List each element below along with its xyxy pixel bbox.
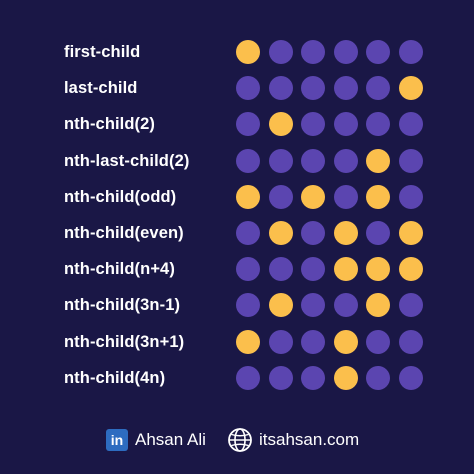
selected-dot: [236, 40, 260, 64]
selected-dot: [236, 184, 260, 209]
dot: [236, 76, 260, 101]
selected-dot: [398, 76, 423, 101]
dot: [268, 40, 293, 64]
dot: [268, 329, 293, 354]
dot: [366, 112, 390, 137]
dot: [236, 365, 260, 390]
selector-row: nth-child(3n-1): [0, 287, 474, 323]
selector-row: nth-child(2): [0, 106, 474, 142]
dot: [268, 184, 293, 209]
selector-label: nth-child(2): [64, 115, 156, 134]
dot-group: [236, 40, 423, 64]
dot-group: [236, 148, 423, 173]
selector-row: nth-child(n+4): [0, 251, 474, 287]
dot: [398, 112, 423, 137]
dot: [236, 112, 260, 137]
dot-group: [236, 293, 423, 318]
dot: [398, 293, 423, 318]
dot: [333, 184, 358, 209]
selected-dot: [268, 221, 293, 245]
footer: in Ahsan Ali itsahsan.com: [0, 424, 474, 456]
linkedin-icon[interactable]: in: [106, 429, 128, 451]
selected-dot: [366, 148, 390, 173]
selector-label: last-child: [64, 79, 138, 98]
dot: [301, 257, 325, 282]
selected-dot: [268, 112, 293, 137]
dot-group: [236, 184, 423, 209]
dot-group: [236, 221, 423, 245]
selected-dot: [366, 293, 390, 318]
selector-label: nth-child(odd): [64, 187, 177, 206]
dot: [268, 257, 293, 282]
selector-row: first-child: [0, 34, 474, 70]
selector-row: nth-child(even): [0, 215, 474, 251]
dot: [398, 40, 423, 64]
dot: [398, 365, 423, 390]
selector-label: nth-child(even): [64, 224, 184, 242]
dot: [333, 112, 358, 137]
dot: [398, 148, 423, 173]
dot: [236, 148, 260, 173]
dot: [301, 293, 325, 318]
dot: [333, 148, 358, 173]
dot-group: [236, 76, 423, 101]
selected-dot: [366, 257, 390, 282]
dot: [236, 221, 260, 245]
selector-row: nth-child(3n+1): [0, 324, 474, 360]
dot: [366, 221, 390, 245]
selected-dot: [366, 184, 390, 209]
selector-row: nth-child(4n): [0, 360, 474, 396]
dot: [333, 40, 358, 64]
selected-dot: [333, 221, 358, 245]
selector-row: nth-child(odd): [0, 179, 474, 215]
dot: [366, 329, 390, 354]
selected-dot: [333, 257, 358, 282]
selector-label: nth-last-child(2): [64, 151, 190, 170]
dot: [333, 293, 358, 318]
dot-group: [236, 365, 423, 390]
dot: [366, 40, 390, 64]
dot: [301, 365, 325, 390]
dot: [301, 221, 325, 245]
globe-icon[interactable]: [227, 427, 253, 453]
selector-label: first-child: [64, 43, 141, 61]
selector-label: nth-child(3n+1): [64, 332, 185, 351]
dot: [398, 329, 423, 354]
selector-label: nth-child(n+4): [64, 260, 175, 279]
dot: [236, 293, 260, 318]
selected-dot: [268, 293, 293, 318]
selected-dot: [301, 184, 325, 209]
dot: [398, 184, 423, 209]
selector-row: last-child: [0, 70, 474, 106]
selected-dot: [333, 329, 358, 354]
dot: [268, 365, 293, 390]
selector-list: first-child last-child nth-child(2) nth-las…: [0, 34, 474, 396]
dot: [301, 40, 325, 64]
dot: [236, 257, 260, 282]
dot: [333, 76, 358, 101]
dot: [301, 329, 325, 354]
dot: [268, 76, 293, 101]
dot-group: [236, 257, 423, 282]
selected-dot: [236, 329, 260, 354]
dot: [301, 148, 325, 173]
dot: [366, 76, 390, 101]
dot-group: [236, 112, 423, 137]
selected-dot: [398, 257, 423, 282]
selected-dot: [333, 365, 358, 390]
selector-row: nth-last-child(2): [0, 143, 474, 179]
dot: [301, 76, 325, 101]
selector-label: nth-child(4n): [64, 368, 166, 387]
dot: [366, 365, 390, 390]
author-name: Ahsan Ali: [135, 430, 206, 449]
selector-label: nth-child(3n-1): [64, 296, 181, 315]
dot-group: [236, 329, 423, 354]
dot: [301, 112, 325, 137]
website-link[interactable]: itsahsan.com: [259, 430, 360, 449]
dot: [268, 148, 293, 173]
selected-dot: [398, 221, 423, 245]
